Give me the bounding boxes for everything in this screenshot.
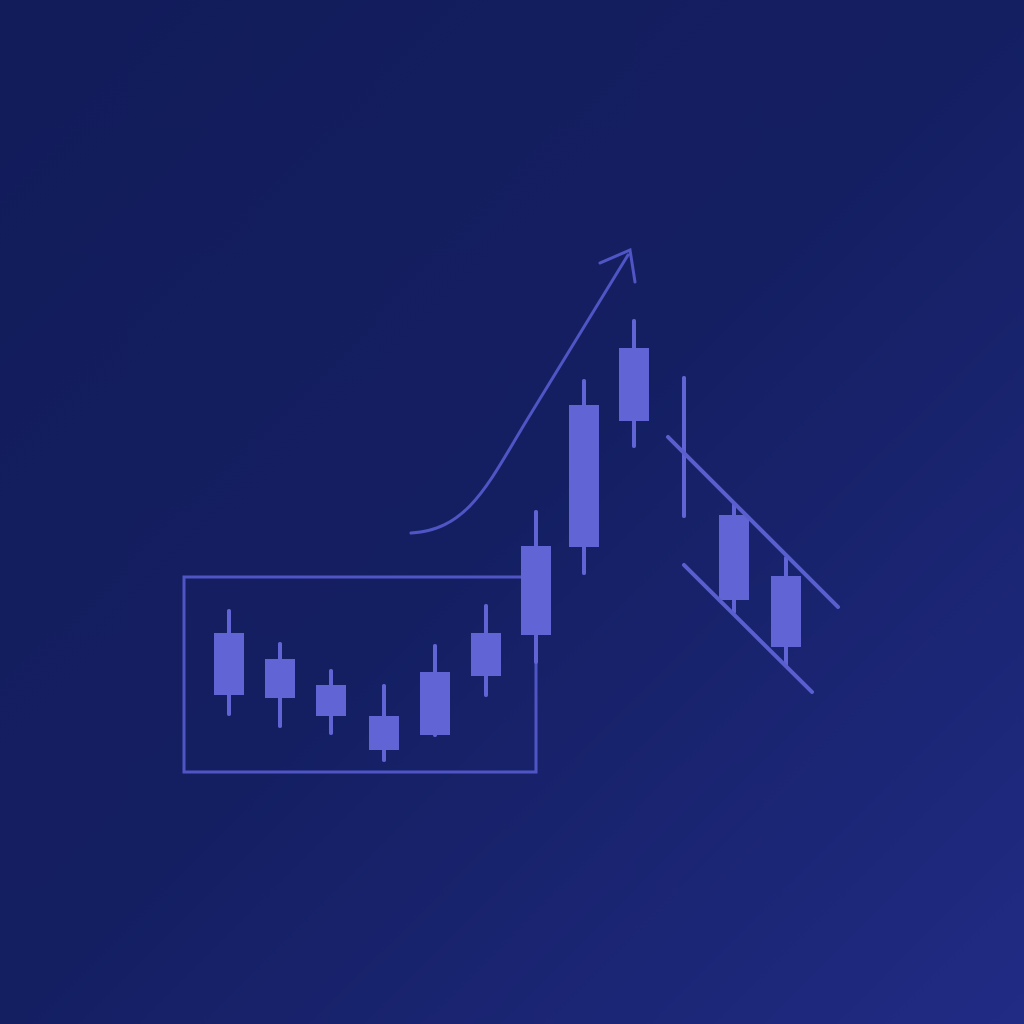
candle xyxy=(771,556,801,667)
candle xyxy=(521,510,551,664)
channel-line xyxy=(682,563,814,694)
candle xyxy=(569,379,599,575)
candle xyxy=(265,642,295,728)
candle xyxy=(316,669,346,735)
candle xyxy=(619,319,649,448)
candle xyxy=(369,684,399,762)
candle xyxy=(420,644,450,737)
channel-line xyxy=(666,435,840,609)
arrow-head xyxy=(598,247,637,284)
range-box xyxy=(182,575,538,774)
trend-arrow xyxy=(409,253,630,535)
candle xyxy=(471,604,501,697)
candle xyxy=(719,503,749,614)
candles xyxy=(214,319,801,762)
candle xyxy=(214,609,244,716)
